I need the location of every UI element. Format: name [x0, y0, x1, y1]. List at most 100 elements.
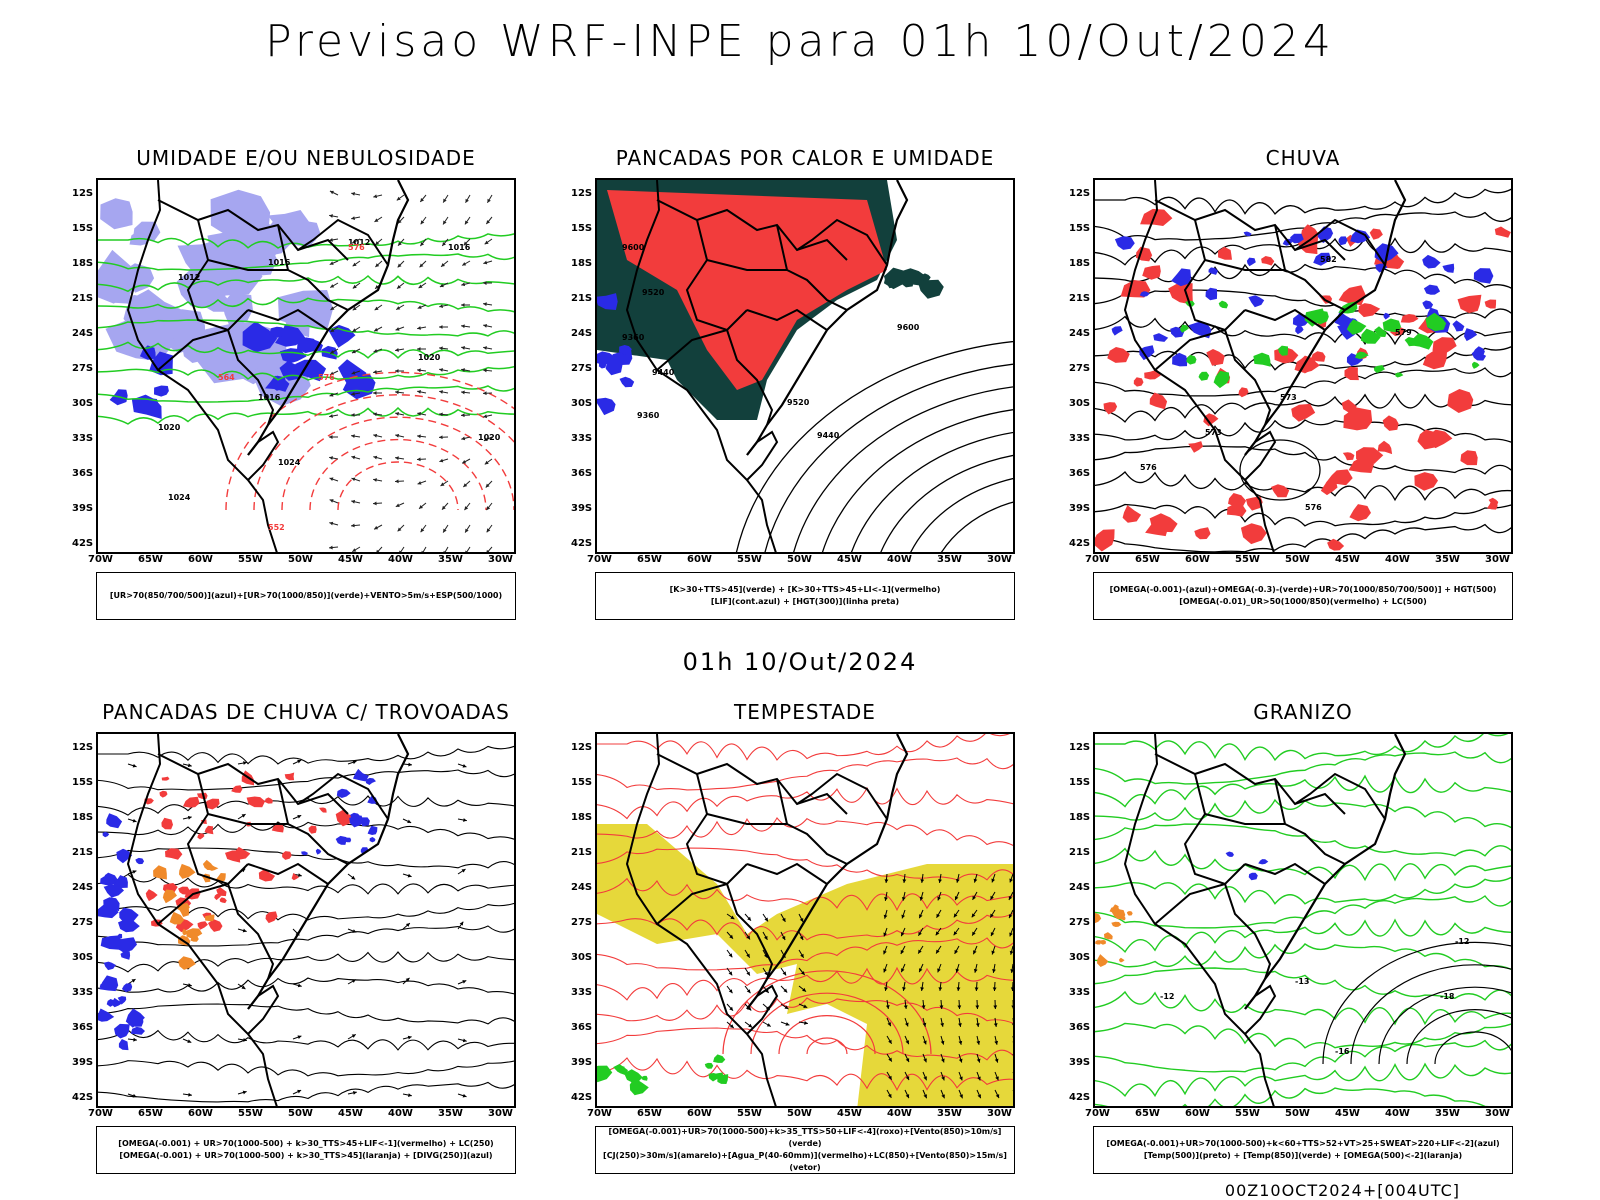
legend-box-pancadas-calor: [K>30+TTS>45](verde) + [K>30+TTS>45+LI<-…: [595, 572, 1015, 620]
wind-vector: [920, 873, 925, 883]
omega-red-area: [1422, 348, 1448, 370]
longitude-tick-label: 70W: [1085, 554, 1110, 565]
omega-green-area: [1382, 318, 1401, 333]
contour-label: 9520: [642, 288, 665, 297]
wind-vector: [1010, 963, 1013, 973]
streamline-arrow: [347, 760, 357, 765]
wind-vector: [798, 1003, 808, 1009]
temp500-contour: [1322, 941, 1511, 1065]
wind-vector: [461, 346, 471, 350]
lif-contour-area: [597, 397, 616, 416]
streamline-arrow: [402, 762, 413, 767]
legend-box-umidade: [UR>70(850/700/500)](azul)+[UR>70(1000/8…: [96, 572, 516, 620]
wind-vector: [373, 433, 383, 438]
wind-vector: [395, 304, 405, 310]
wind-vector: [917, 927, 924, 936]
wind-vector: [922, 1017, 927, 1027]
wind-vector: [993, 999, 998, 1010]
wind-vector: [439, 390, 449, 394]
wind-vector: [900, 927, 906, 937]
contour-label: 582: [1320, 255, 1337, 264]
k-tts-area: [883, 267, 907, 290]
latitude-tick-label: 33S: [571, 433, 593, 444]
wind-vector: [990, 927, 996, 937]
contour-label: 9440: [652, 368, 675, 377]
storm-red-area: [282, 851, 292, 860]
border-line: [685, 773, 748, 886]
latitude-tick-label: 18S: [571, 258, 593, 269]
wind-vector: [329, 499, 339, 504]
omega-green-area: [1253, 352, 1271, 367]
wind-vector: [940, 1071, 945, 1081]
omega-green-area: [1425, 312, 1447, 332]
wind-vector: [904, 1089, 910, 1099]
wind-vector: [922, 1071, 928, 1081]
omega-green-area: [1218, 300, 1229, 309]
coastline-west: [625, 180, 777, 552]
hgt500-contour: [1095, 523, 1511, 552]
border-line: [796, 218, 888, 266]
latitude-tick-label: 18S: [1069, 258, 1091, 269]
temp850-contour: [1095, 1087, 1489, 1106]
border-line: [1294, 772, 1386, 820]
map-svg: 582 579 576 573 576 573: [1095, 180, 1511, 552]
wind-vector: [352, 282, 361, 289]
wind-vector: [485, 480, 493, 488]
wind-vector: [395, 502, 405, 508]
wind-vector: [461, 260, 471, 266]
water-vapor-contour: [597, 847, 1013, 881]
wind-vector: [442, 216, 449, 225]
streamline-arrow: [237, 928, 247, 933]
longitude-tick-label: 30W: [1485, 554, 1510, 565]
omega-blue-area: [1346, 353, 1364, 367]
wind-vector: [373, 524, 383, 530]
border-line: [186, 773, 249, 886]
wind-vector: [329, 238, 339, 242]
streamline-arrow: [457, 868, 466, 875]
wind-vector: [417, 390, 427, 394]
streamline-arrow: [457, 980, 467, 985]
latitude-tick-label: 39S: [1069, 503, 1091, 514]
latitude-tick-label: 15S: [571, 777, 593, 788]
wind-vector: [744, 913, 752, 922]
omega-red-area: [1447, 389, 1474, 413]
latitude-tick-label: 33S: [571, 987, 593, 998]
wind-vector: [973, 873, 978, 883]
omega-red-area: [1320, 480, 1338, 496]
legend-box-trovoadas: [OMEGA(-0.001) + UR>70(1000-500) + k>30_…: [96, 1126, 516, 1174]
divergence-area: [135, 857, 145, 865]
wind-vector: [329, 214, 339, 218]
divergence-area: [128, 1016, 144, 1027]
temp850-contour: [1095, 1062, 1511, 1098]
latitude-tick-label: 27S: [72, 917, 94, 928]
wind-vector: [920, 981, 925, 991]
border-line: [1154, 753, 1346, 815]
latitude-tick-label: 42S: [72, 538, 94, 549]
wind-vector: [972, 945, 978, 955]
omega-blue-area: [1172, 352, 1188, 367]
wind-vector: [991, 873, 996, 883]
latitude-tick-label: 21S: [1069, 293, 1091, 304]
storm-orange-area: [178, 956, 196, 970]
latitude-tick-label: 12S: [72, 742, 94, 753]
border-line: [227, 883, 275, 980]
wind-vector: [397, 524, 405, 532]
green-humidity-contour: [98, 341, 514, 359]
omega-red-area: [1228, 493, 1247, 508]
legend-line: [OMEGA(-0.01)_UR>50(1000/850)(vermelho) …: [1179, 597, 1427, 606]
storm-fields: [597, 734, 1013, 1106]
coastline-east: [247, 180, 410, 456]
wind-vector: [744, 1021, 753, 1028]
streamline-arrow: [127, 1037, 137, 1042]
omega-green-area: [1360, 328, 1381, 344]
longitude-tick-label: 60W: [188, 554, 213, 565]
wind-vector: [974, 981, 979, 992]
longitude-tick-label: 65W: [1135, 554, 1160, 565]
thickness-contour: [253, 394, 514, 511]
wind-vector: [464, 524, 471, 533]
longitude-tick-label: 40W: [1385, 554, 1410, 565]
hgt500-contour: [1095, 346, 1511, 371]
wind-vector: [395, 456, 405, 461]
omega-green-area: [1395, 372, 1404, 378]
hgt500-contour: [1095, 188, 1511, 215]
